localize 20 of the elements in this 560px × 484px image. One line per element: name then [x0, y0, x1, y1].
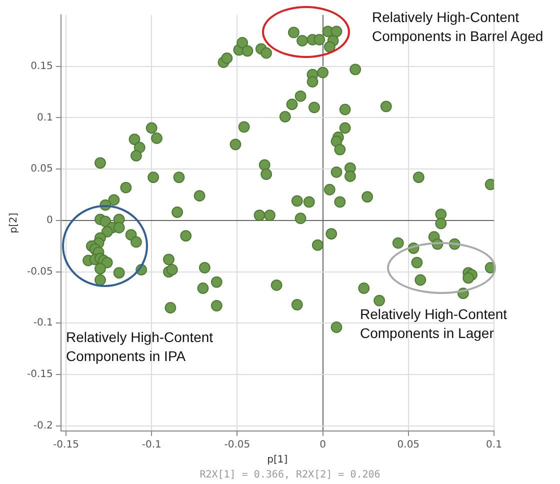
- y-tick-label: -0.05: [27, 266, 53, 278]
- y-tick-label: -0.15: [27, 369, 53, 380]
- x-tick-label: 0.1: [486, 440, 502, 451]
- text: R2X[1] = 0.366, R2X[2] = 0.206: [200, 470, 380, 481]
- x-axis-title: p[1]: [267, 454, 288, 466]
- x-tick-label: 0.05: [397, 440, 420, 451]
- x-tick-label: -0.15: [53, 440, 79, 451]
- annotation: Relatively High-Content Components in IPA: [66, 328, 214, 366]
- y-tick-label: -0.2: [33, 420, 53, 432]
- y-tick-label: 0.1: [36, 112, 53, 124]
- y-tick-label: 0: [46, 215, 53, 226]
- annotation: Relatively High-Content Components in Barrel Aged: [372, 8, 544, 46]
- y-axis-title: p[2]: [8, 212, 20, 234]
- x-tick-label: -0.05: [224, 440, 250, 451]
- y-tick-label: 0.05: [30, 164, 53, 175]
- x-tick-label: 0: [320, 440, 326, 451]
- y-tick-label: -0.1: [33, 318, 53, 329]
- annotation: Relatively High-Content Components in Lager: [360, 305, 508, 343]
- y-tick-label: 0.15: [30, 60, 53, 72]
- x-tick-label: -0.1: [142, 440, 162, 451]
